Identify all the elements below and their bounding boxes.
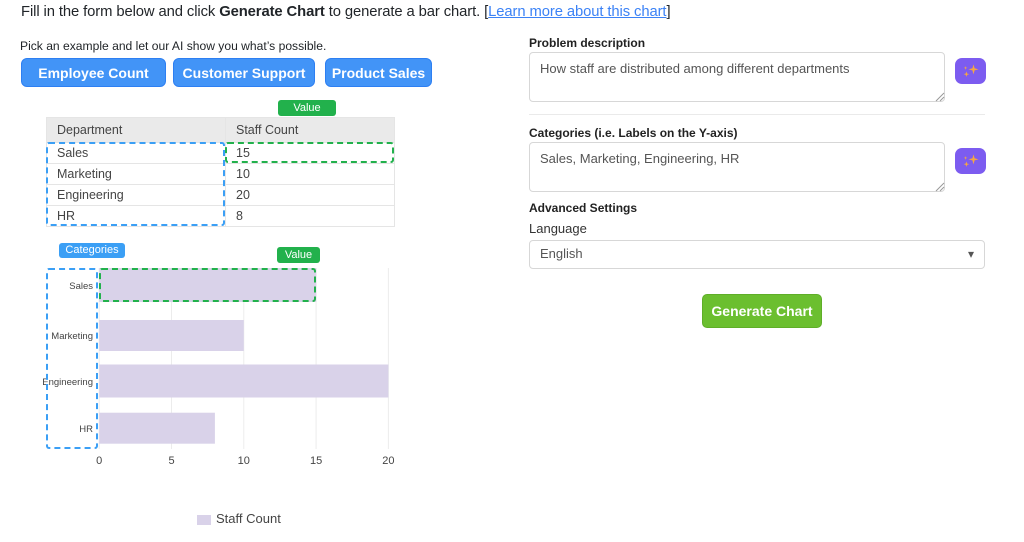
- svg-text:5: 5: [168, 455, 174, 467]
- svg-text:20: 20: [382, 455, 394, 467]
- svg-text:0: 0: [96, 455, 102, 467]
- svg-text:Marketing: Marketing: [51, 331, 93, 342]
- svg-text:10: 10: [238, 455, 250, 467]
- svg-text:15: 15: [310, 455, 322, 467]
- svg-text:HR: HR: [79, 424, 93, 435]
- svg-text:Sales: Sales: [69, 281, 93, 292]
- svg-text:Engineering: Engineering: [42, 377, 93, 388]
